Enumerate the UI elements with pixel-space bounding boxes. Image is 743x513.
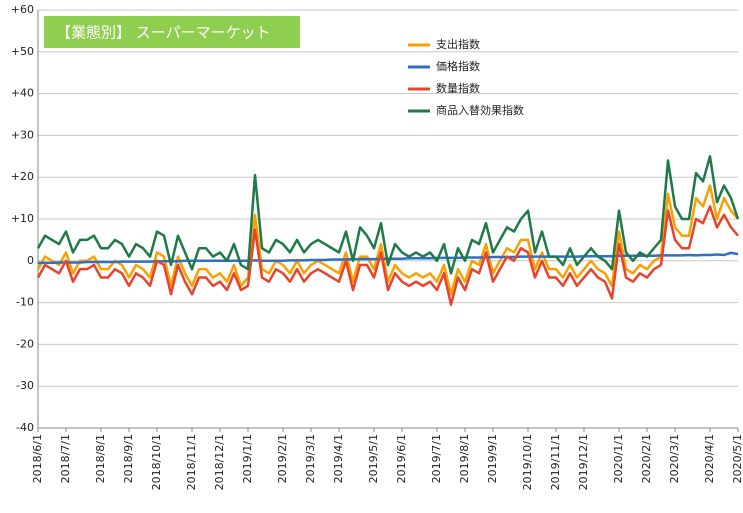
y-tick-label: -10: [16, 296, 34, 309]
y-tick-label: +50: [11, 45, 34, 58]
x-tick-label: 2019/1/1: [241, 434, 254, 483]
x-tick-label: 2019/7/1: [430, 434, 443, 483]
x-tick-label: 2018/10/1: [150, 434, 163, 490]
x-tick-label: 2020/4/1: [703, 434, 716, 483]
y-tick-label: -20: [16, 337, 34, 350]
y-tick-label: 0: [27, 254, 34, 267]
x-tick-label: 2018/6/1: [31, 434, 44, 483]
series-line: [36, 155, 740, 275]
x-tick-label: 2019/4/1: [332, 434, 345, 483]
x-tick-label: 2019/9/1: [486, 434, 499, 483]
x-tick-label: 2019/10/1: [521, 434, 534, 490]
chart-title: 【業態別】 スーパーマーケット: [56, 24, 271, 42]
x-tick-label: 2020/3/1: [668, 434, 681, 483]
x-tick-label: 2020/1/1: [612, 434, 625, 483]
x-tick-label: 2019/8/1: [458, 434, 471, 483]
legend-label: 価格指数: [436, 59, 480, 73]
series-line: [36, 205, 739, 306]
y-tick-label: -30: [16, 379, 34, 392]
y-tick-label: +60: [11, 3, 34, 16]
y-tick-label: +20: [11, 170, 34, 183]
x-tick-label: 2019/12/1: [577, 434, 590, 490]
x-tick-label: 2019/3/1: [304, 434, 317, 483]
y-tick-label: +40: [11, 87, 34, 100]
x-tick-label: 2018/12/1: [213, 434, 226, 490]
x-tick-label: 2019/6/1: [395, 434, 408, 483]
y-tick-label: +30: [11, 128, 34, 141]
x-tick-label: 2018/8/1: [94, 434, 107, 483]
legend-label: 支出指数: [436, 37, 480, 51]
x-tick-label: 2020/5/1: [731, 434, 743, 483]
y-tick-label: -40: [16, 421, 34, 434]
legend-label: 商品入替効果指数: [436, 103, 524, 117]
title-box: [44, 16, 300, 48]
y-tick-label: +10: [11, 212, 34, 225]
x-tick-label: 2019/5/1: [367, 434, 380, 483]
x-tick-label: 2019/11/1: [549, 434, 562, 490]
x-tick-label: 2018/9/1: [122, 434, 135, 483]
x-tick-label: 2018/11/1: [185, 434, 198, 490]
x-tick-label: 2018/7/1: [59, 434, 72, 483]
x-tick-label: 2020/2/1: [640, 434, 653, 483]
x-tick-label: 2019/2/1: [276, 434, 289, 483]
legend-label: 数量指数: [436, 81, 480, 95]
